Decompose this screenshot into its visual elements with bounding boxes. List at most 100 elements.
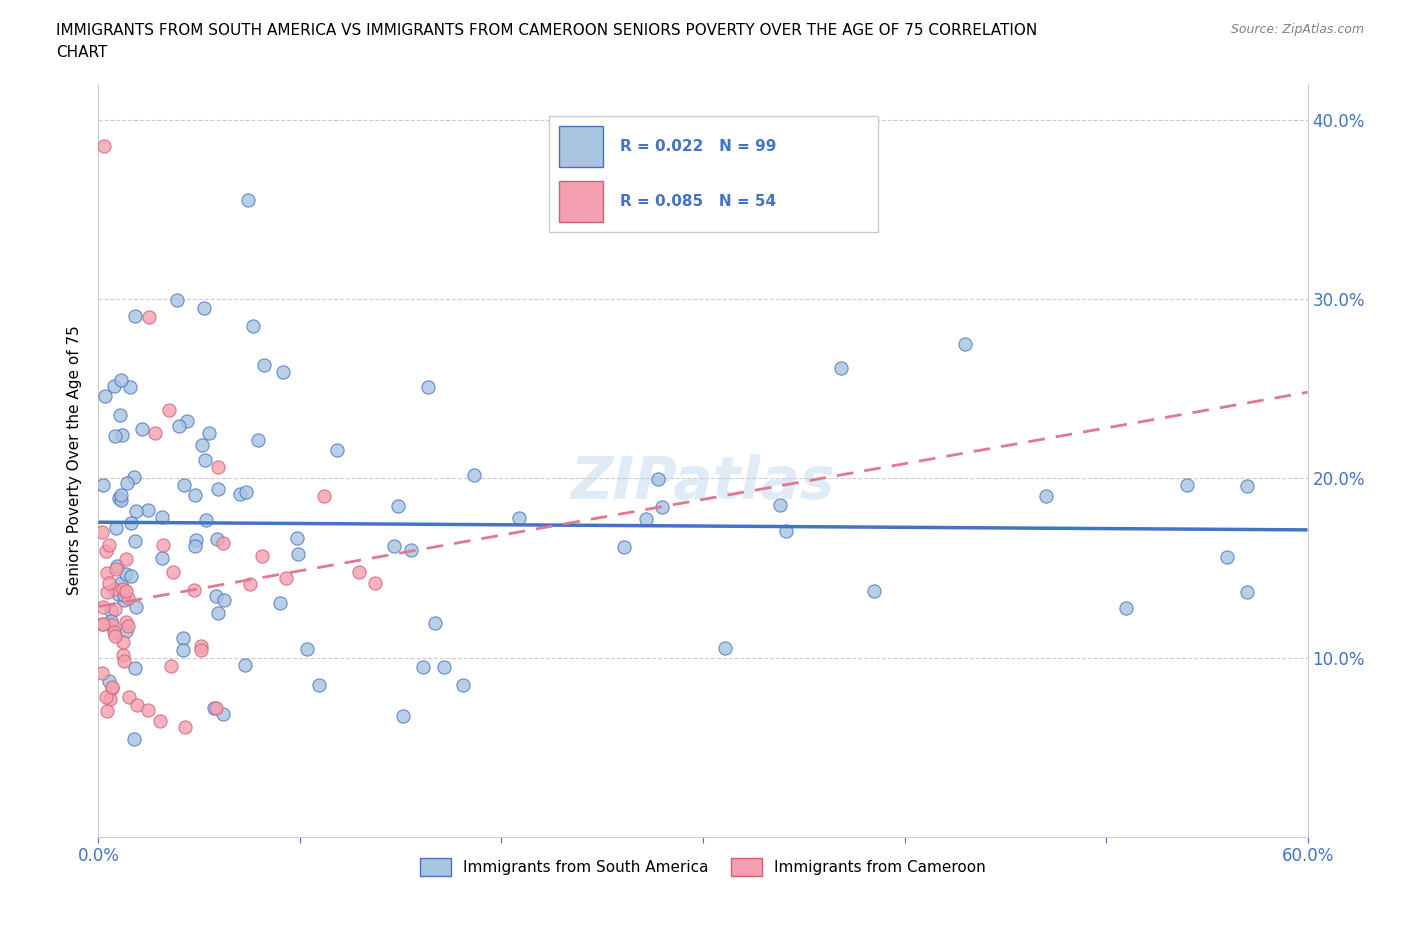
Point <box>110 373 132 388</box>
Point <box>239 577 262 591</box>
Point <box>97 576 120 591</box>
Point <box>205 700 228 715</box>
Point <box>167 418 190 433</box>
Point <box>176 414 198 429</box>
Point <box>159 658 181 673</box>
Point <box>392 709 415 724</box>
Point <box>143 426 166 441</box>
Point <box>115 475 138 490</box>
Point <box>433 659 456 674</box>
Point <box>613 540 636 555</box>
Point <box>105 559 128 574</box>
Point <box>125 503 148 518</box>
Point <box>117 618 139 633</box>
Point <box>174 720 197 735</box>
Point <box>108 408 131 423</box>
Point <box>122 732 145 747</box>
Point <box>104 629 127 644</box>
Point <box>124 661 146 676</box>
Point <box>184 538 207 553</box>
Point <box>207 606 229 621</box>
Point <box>149 714 172 729</box>
Point <box>138 310 160 325</box>
Point <box>1236 479 1258 494</box>
Point <box>205 532 228 547</box>
Point <box>195 512 218 527</box>
Point <box>295 642 318 657</box>
Point <box>233 658 256 672</box>
Point <box>127 698 149 712</box>
Point <box>207 482 229 497</box>
Point <box>115 624 138 639</box>
Point <box>1175 478 1198 493</box>
Legend: Immigrants from South America, Immigrants from Cameroon: Immigrants from South America, Immigrant… <box>413 852 993 882</box>
Point <box>325 443 347 458</box>
Point <box>387 498 409 513</box>
Point <box>194 453 217 468</box>
Point <box>1115 601 1137 616</box>
Point <box>111 634 134 649</box>
Point <box>271 365 294 379</box>
Point <box>91 478 114 493</box>
Point <box>242 318 264 333</box>
Point <box>184 532 207 547</box>
Point <box>94 544 117 559</box>
Point <box>287 547 309 562</box>
Point <box>90 525 112 539</box>
Point <box>97 617 120 631</box>
Point <box>863 584 886 599</box>
Point <box>110 493 132 508</box>
Point <box>198 426 221 441</box>
Point <box>136 702 159 717</box>
Point <box>193 300 215 315</box>
Point <box>107 587 129 602</box>
Text: Source: ZipAtlas.com: Source: ZipAtlas.com <box>1230 23 1364 36</box>
Point <box>112 654 135 669</box>
Point <box>104 562 127 577</box>
Point <box>166 293 188 308</box>
Point <box>214 593 236 608</box>
Point <box>93 140 115 154</box>
Point <box>103 624 125 639</box>
Point <box>118 690 141 705</box>
Point <box>101 681 124 696</box>
Point <box>247 432 270 447</box>
Point <box>114 583 136 598</box>
Point <box>94 389 117 404</box>
Point <box>651 499 673 514</box>
Point <box>463 468 485 483</box>
Point <box>124 534 146 549</box>
Point <box>103 379 125 393</box>
Point <box>202 700 225 715</box>
Point <box>115 614 138 629</box>
Point <box>382 538 405 553</box>
Point <box>157 403 180 418</box>
Point <box>162 565 184 579</box>
Point <box>347 565 370 580</box>
Point <box>423 616 446 631</box>
Point <box>401 542 423 557</box>
Point <box>1035 488 1057 503</box>
Point <box>830 361 852 376</box>
Point <box>207 459 229 474</box>
Point <box>100 614 122 629</box>
Point <box>150 510 173 525</box>
Point <box>94 690 117 705</box>
Point <box>634 512 657 526</box>
Point <box>183 583 205 598</box>
Point <box>274 570 297 585</box>
Point <box>364 576 387 591</box>
Y-axis label: Seniors Poverty Over the Age of 75: Seniors Poverty Over the Age of 75 <box>67 326 83 595</box>
Point <box>120 569 142 584</box>
Point <box>115 566 138 581</box>
Point <box>314 489 336 504</box>
Point <box>235 485 257 499</box>
Point <box>647 472 669 486</box>
Point <box>115 551 138 566</box>
Point <box>96 566 118 581</box>
Point <box>91 600 114 615</box>
Point <box>152 538 174 552</box>
Point <box>775 524 797 538</box>
Point <box>236 193 259 207</box>
Point <box>98 692 121 707</box>
